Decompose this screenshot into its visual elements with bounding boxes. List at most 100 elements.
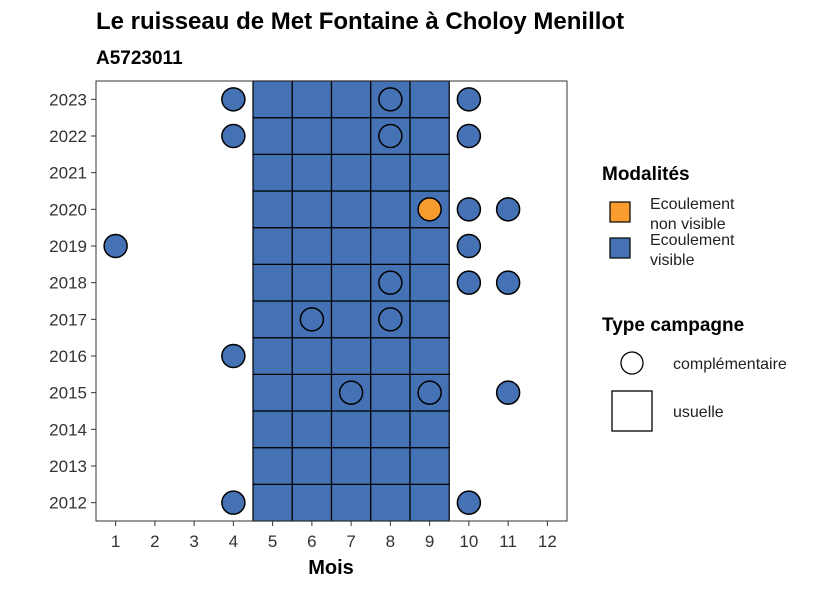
y-tick-label: 2019 [49,237,87,256]
usuelle-tiles [252,80,450,522]
x-tick-label: 3 [189,532,198,551]
x-axis-title: Mois [308,557,354,579]
usuelle-tile [409,263,450,302]
complementaire-point [495,197,521,222]
usuelle-tile [291,410,333,449]
complementaire-point [378,307,403,332]
usuelle-tile [370,227,411,265]
complementaire-point [456,270,482,295]
complementaire-point [456,233,482,259]
usuelle-tile [252,117,293,155]
usuelle-tile [330,153,372,192]
usuelle-tile [330,447,372,485]
usuelle-tile [370,153,411,192]
legend-type-campagne: Type campagne complémentaire usuelle [602,315,787,432]
legend-modalites-title: Modalités [602,164,690,185]
usuelle-tile [409,337,450,375]
usuelle-tile [409,117,450,155]
complementaire-point [417,197,442,222]
x-tick-label: 6 [307,532,316,551]
usuelle-tile [409,483,450,522]
legend-circle-symbol [620,351,644,375]
y-tick-label: 2015 [49,384,87,403]
complementaire-point [103,233,128,259]
legend-swatch [609,237,631,259]
complementaire-point [417,380,442,405]
usuelle-tile [409,300,450,339]
usuelle-tile [409,447,450,485]
usuelle-tile [291,373,333,412]
usuelle-tile [252,190,293,229]
x-tick-label: 9 [425,532,434,551]
complementaire-point [456,87,482,112]
usuelle-tile [370,190,411,229]
usuelle-tile [252,373,293,412]
usuelle-tile [330,117,372,155]
x-tick-label: 12 [538,532,557,551]
usuelle-tile [291,227,333,265]
usuelle-tile [409,410,450,449]
complementaire-point [221,343,246,369]
usuelle-tile [291,190,333,229]
legend-campagne-title: Type campagne [602,315,744,336]
complementaire-point [456,197,482,222]
usuelle-tile [370,447,411,485]
usuelle-tile [291,153,333,192]
legend-label: complémentaire [673,356,787,373]
panel-border [95,80,568,522]
usuelle-tile [370,373,411,412]
legend-label: usuelle [673,404,724,421]
x-tick-label: 4 [229,532,238,551]
usuelle-tile [370,337,411,375]
usuelle-tile [252,337,293,375]
usuelle-tile [252,300,293,339]
usuelle-tile [291,117,333,155]
complementaire-point [495,270,521,295]
usuelle-tile [252,80,293,119]
complementaire-point [221,490,246,515]
legend-label: Ecoulement [650,232,735,249]
usuelle-tile [291,263,333,302]
x-tick-label: 5 [268,532,277,551]
usuelle-tile [291,80,333,119]
complementaire-point [378,123,403,149]
usuelle-tile [330,300,372,339]
complementaire-point [338,380,364,405]
x-tick-label: 2 [150,532,159,551]
usuelle-tile [330,80,372,119]
legend-square-symbol [611,390,653,432]
y-tick-label: 2017 [49,310,87,329]
usuelle-tile [370,483,411,522]
complementaire-point [221,87,246,112]
y-tick-label: 2022 [49,127,87,146]
chart-title: Le ruisseau de Met Fontaine à Choloy Men… [96,8,624,35]
usuelle-tile [330,227,372,265]
complementaire-point [221,123,246,149]
chart-subtitle: A5723011 [96,48,183,69]
usuelle-tile [252,263,293,302]
x-tick-label: 8 [386,532,395,551]
y-axis: 2012 2013 2014 2015 2016 2017 2018 2019 2020 2021… [49,90,96,513]
usuelle-tile [330,410,372,449]
usuelle-tile [252,483,293,522]
x-tick-label: 10 [459,532,478,551]
complementaire-point [378,87,403,112]
x-tick-label: 7 [346,532,355,551]
usuelle-tile [252,410,293,449]
usuelle-tile [252,447,293,485]
usuelle-tile [291,337,333,375]
complementaire-point [495,380,521,405]
x-tick-label: 11 [499,532,517,551]
y-tick-label: 2013 [49,457,87,476]
y-tick-label: 2012 [49,494,87,513]
usuelle-tile [330,483,372,522]
usuelle-tile [409,80,450,119]
usuelle-tile [330,337,372,375]
y-tick-label: 2018 [49,274,87,293]
y-tick-label: 2016 [49,347,87,366]
y-tick-label: 2014 [49,420,87,439]
usuelle-tile [409,227,450,265]
y-tick-label: 2023 [49,90,87,109]
usuelle-tile [252,227,293,265]
